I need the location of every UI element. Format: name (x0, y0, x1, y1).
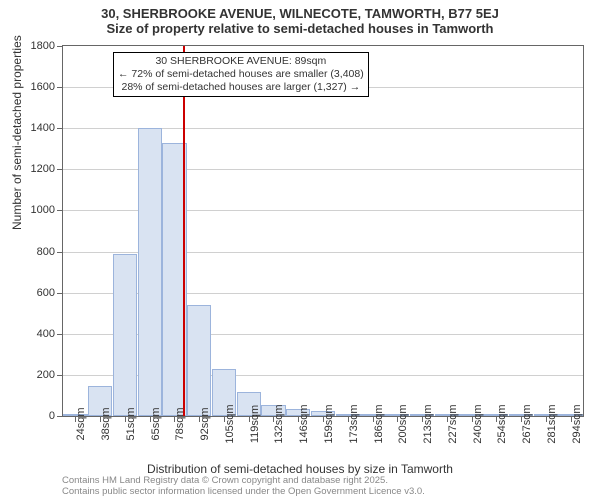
footer: Contains HM Land Registry data © Crown c… (62, 476, 425, 498)
x-axis-title: Distribution of semi-detached houses by … (0, 462, 600, 476)
x-tick-label: 267sqm (521, 404, 533, 443)
y-tick-label: 800 (37, 246, 55, 258)
annotation-line2: ← 72% of semi-detached houses are smalle… (118, 68, 364, 81)
x-tick-label: 254sqm (496, 404, 508, 443)
y-tick-label: 400 (37, 328, 55, 340)
plot-area: 02004006008001000120014001600180024sqm38… (62, 45, 584, 417)
y-tick-label: 1600 (31, 81, 55, 93)
x-tick-label: 186sqm (373, 404, 385, 443)
y-axis-title: Number of semi-detached properties (10, 35, 24, 230)
y-tick-label: 1800 (31, 40, 55, 52)
chart-container: 30, SHERBROOKE AVENUE, WILNECOTE, TAMWOR… (0, 0, 600, 500)
x-tick-label: 200sqm (397, 404, 409, 443)
y-tick-label: 1000 (31, 204, 55, 216)
y-tick (57, 128, 63, 129)
y-tick-label: 200 (37, 369, 55, 381)
y-tick (57, 375, 63, 376)
x-tick-label: 159sqm (323, 404, 335, 443)
annotation-box: 30 SHERBROOKE AVENUE: 89sqm ← 72% of sem… (113, 52, 369, 97)
x-tick-label: 173sqm (348, 404, 360, 443)
histogram-bar (113, 254, 137, 416)
histogram-bar (138, 128, 162, 416)
histogram-bar (187, 305, 211, 416)
x-tick-label: 146sqm (298, 404, 310, 443)
x-tick-label: 51sqm (125, 407, 137, 440)
y-tick (57, 46, 63, 47)
annotation-line3: 28% of semi-detached houses are larger (… (118, 81, 364, 94)
x-tick-label: 119sqm (249, 405, 261, 443)
marker-line (183, 46, 185, 416)
y-tick-label: 0 (49, 410, 55, 422)
y-tick (57, 252, 63, 253)
y-tick-label: 1200 (31, 163, 55, 175)
x-tick-label: 24sqm (75, 407, 87, 440)
footer-line2: Contains public sector information licen… (62, 487, 425, 498)
x-tick-label: 132sqm (273, 404, 285, 443)
x-tick-label: 281sqm (546, 404, 558, 443)
y-tick (57, 210, 63, 211)
y-tick (57, 293, 63, 294)
annotation-line1: 30 SHERBROOKE AVENUE: 89sqm (118, 55, 364, 68)
x-tick-label: 92sqm (199, 407, 211, 440)
y-tick-label: 1400 (31, 122, 55, 134)
y-tick-label: 600 (37, 287, 55, 299)
x-tick-label: 213sqm (422, 404, 434, 443)
y-tick (57, 87, 63, 88)
y-tick (57, 416, 63, 417)
y-tick (57, 334, 63, 335)
x-tick-label: 65sqm (150, 407, 162, 440)
chart-title-sub: Size of property relative to semi-detach… (0, 21, 600, 36)
x-tick-label: 227sqm (447, 404, 459, 443)
x-tick-label: 38sqm (100, 407, 112, 440)
x-tick-label: 105sqm (224, 404, 236, 443)
x-tick-label: 294sqm (571, 404, 583, 443)
y-tick (57, 169, 63, 170)
x-tick-label: 240sqm (472, 404, 484, 443)
chart-title-main: 30, SHERBROOKE AVENUE, WILNECOTE, TAMWOR… (0, 0, 600, 21)
